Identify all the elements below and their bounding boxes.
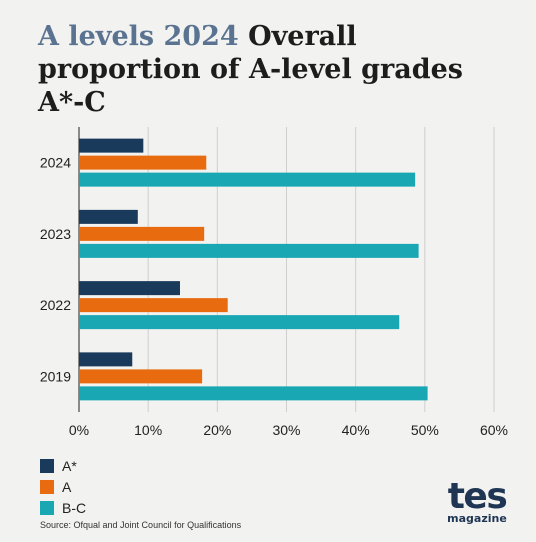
legend-label-a-star: A* [62, 457, 77, 474]
legend-swatch-a-star [40, 458, 54, 473]
legend-label-a: A [62, 478, 72, 495]
bar-2019-a [79, 369, 203, 384]
bar-2024-b-c [79, 172, 416, 187]
bar-2022-b-c [79, 315, 400, 330]
x-tick-label: 30% [272, 422, 300, 438]
x-tick-label: 40% [342, 422, 370, 438]
legend-label-b-c: B-C [62, 499, 87, 516]
bar-2022-a-star [79, 281, 180, 296]
chart-title-rest: Overall proportion of A-level grades A*-… [38, 21, 463, 118]
legend-item-b-c: B-C [40, 497, 86, 518]
y-category-label: 2019 [40, 368, 71, 384]
x-tick-label: 10% [134, 422, 162, 438]
legend: A* A B-C [40, 455, 86, 518]
bar-2024-a-star [79, 138, 144, 153]
x-tick-label: 50% [411, 422, 439, 438]
tes-magazine-logo: tes magazine [446, 476, 508, 525]
bar-2023-a [79, 226, 205, 241]
legend-item-a: A [40, 476, 86, 497]
chart-title: A levels 2024 Overall proportion of A-le… [38, 20, 518, 119]
legend-item-a-star: A* [40, 455, 86, 476]
legend-swatch-a [40, 479, 54, 494]
legend-swatch-b-c [40, 500, 54, 515]
x-tick-label: 0% [69, 422, 89, 438]
y-category-label: 2024 [40, 155, 71, 171]
y-category-label: 2023 [40, 226, 71, 242]
y-category-label: 2022 [40, 297, 71, 313]
bar-2024-a [79, 155, 207, 170]
logo-sub: magazine [447, 512, 507, 525]
source-note: Source: Ofqual and Joint Council for Qua… [40, 520, 242, 530]
chart-title-highlight: A levels 2024 [38, 21, 239, 52]
bar-2019-a-star [79, 352, 133, 367]
x-tick-label: 60% [480, 422, 508, 438]
logo-main: tes [447, 476, 508, 517]
bar-2023-a-star [79, 209, 138, 224]
bar-2022-a [79, 298, 228, 313]
bar-2023-b-c [79, 243, 419, 258]
bar-2019-b-c [79, 386, 428, 401]
x-tick-label: 20% [203, 422, 231, 438]
